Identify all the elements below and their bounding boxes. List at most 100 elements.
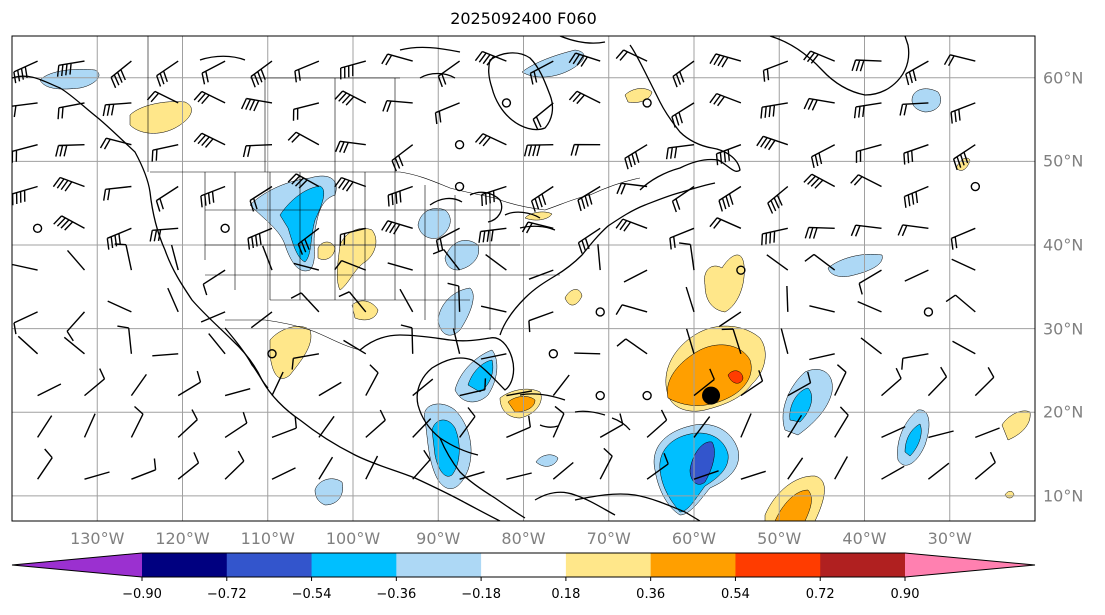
cold-anomaly-east-core [789,387,812,423]
wind-barb [718,185,742,212]
wind-barb [52,176,85,192]
wind-barb [432,248,461,271]
border-us-mexico [225,319,361,351]
colorbar-tick-label: −0.72 [206,587,247,602]
wind-barb [523,144,554,157]
wind-barb [287,173,320,189]
wind-barb [55,144,85,157]
wind-barb [250,60,273,88]
wind-barb [84,368,106,397]
wind-barb [528,269,554,280]
wind-barb [974,367,995,397]
wind-barb [860,337,882,355]
wind-barb [709,53,742,68]
wind-barb [343,339,367,355]
wind-barb [200,311,226,323]
wind-barb [532,102,554,130]
wind-barb [761,227,788,246]
wind-barb [767,185,789,214]
wind-barb [177,452,200,480]
wind-barb [478,227,507,243]
wind-barb [474,50,507,66]
map-frame [11,35,1036,522]
wind-barb [13,60,38,84]
wind-barb [615,49,648,62]
latitude-label: 50°N [1043,151,1084,171]
wind-barb [855,144,882,163]
wind-barb [107,300,132,313]
cold-anomaly-pacific [314,478,343,506]
wind-barb [83,413,96,438]
warm-anomaly-cuba-core [507,396,536,413]
calm-wind-circle [220,223,230,234]
coast-gulf [359,334,515,456]
wind-barb [247,227,273,250]
wind-barb [480,305,507,313]
wind-barb [131,458,157,480]
wind-barb [904,269,929,282]
wind-barb [897,224,929,237]
wind-barb [903,144,929,165]
wind-barb [412,418,432,438]
wind-barb [834,456,849,480]
wind-barb [951,258,976,271]
wind-barb [387,185,413,207]
wind-barb [447,282,461,312]
coast-baja [224,327,269,389]
wind-barb [506,390,533,397]
wind-barb [452,328,461,354]
wind-barb [365,364,379,396]
wind-barb [881,367,902,397]
cold-anomaly-east2-core [904,423,922,457]
wind-barb [193,90,226,105]
wind-barb [945,294,976,313]
cold-anomaly-atlantic-north [911,88,941,113]
wind-barb [12,102,38,118]
wind-barb [803,50,835,64]
warm-anomaly-atlantic-core [727,370,744,384]
wind-barb [340,60,366,80]
wind-barb [881,465,905,480]
latitude-label: 30°N [1043,319,1084,339]
wind-barb [294,60,320,83]
wind-barb [53,215,85,231]
colorbar-tick-label: 0.90 [890,587,920,602]
wind-barb [412,378,434,397]
wind-barb [530,185,554,212]
wind-barb [318,456,334,480]
wind-barb [528,311,554,333]
wind-barb [721,328,742,355]
wind-barb [762,60,789,82]
longitude-label: 70°W [586,529,631,548]
wind-barb [787,457,804,480]
wind-barb [577,185,601,212]
wind-barb [63,336,85,355]
cold-anomaly-rockies-core [279,185,325,263]
wind-barb [435,227,460,252]
wind-barb [905,60,929,86]
wind-barb [679,242,695,271]
wind-barb [391,144,414,172]
calm-wind-circle [970,181,981,192]
wind-barb [809,305,835,313]
wind-barb [106,227,132,250]
wind-barb [570,143,601,156]
wind-barb [37,415,53,438]
wind-barb [56,60,85,77]
colorbar-segment [142,553,228,577]
colorbar-segment [650,553,736,577]
wind-barb [287,131,320,146]
longitude-label: 60°W [671,529,717,548]
wind-barb [927,366,948,397]
longitude-label: 30°W [927,529,972,548]
wind-barb [37,383,62,397]
longitude-label: 90°W [416,529,461,548]
wind-barb [646,409,668,438]
political-borders [147,36,641,351]
cold-anomaly-atlantic-mid [827,254,883,277]
wind-barb [950,102,976,124]
wind-barb [599,447,613,480]
coast-canada-east [629,44,741,191]
wind-barb [387,262,413,271]
